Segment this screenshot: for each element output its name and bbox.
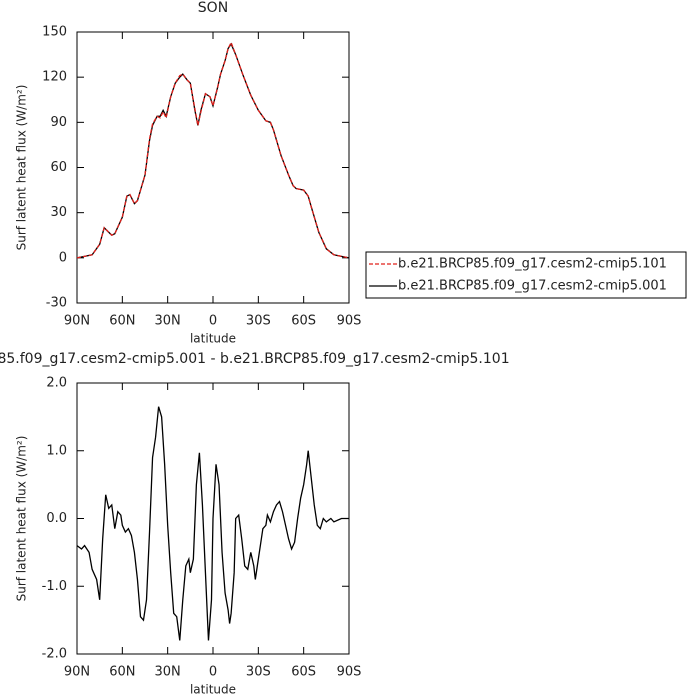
x-tick-label: 30N	[155, 314, 181, 329]
x-tick-label: 30S	[246, 314, 271, 329]
y-axis-label: Surf latent heat flux (W/m²)	[15, 436, 29, 602]
x-tick-label: 60N	[109, 314, 135, 329]
legend-box	[365, 251, 687, 299]
y-tick-label: -30	[46, 296, 67, 311]
x-tick-label: 30S	[246, 665, 271, 680]
y-tick-label: -2.0	[42, 647, 67, 662]
x-tick-label: 60N	[109, 665, 135, 680]
y-tick-label: 60	[50, 160, 67, 175]
x-tick-label: 90S	[337, 314, 362, 329]
x-tick-label: 60S	[291, 314, 316, 329]
y-axis-label: Surf latent heat flux (W/m²)	[15, 85, 29, 251]
y-tick-label: 0.0	[46, 511, 67, 526]
x-tick-label: 60S	[291, 665, 316, 680]
y-tick-label: 150	[42, 25, 67, 40]
y-tick-label: 1.0	[46, 443, 67, 458]
y-tick-label: 90	[50, 115, 67, 130]
y-tick-label: 30	[50, 205, 67, 220]
y-tick-label: 0	[59, 250, 67, 265]
x-axis-label: latitude	[190, 332, 236, 346]
chart-title: SON	[198, 0, 228, 16]
x-tick-label: 30N	[155, 665, 181, 680]
series-line	[76, 40, 350, 259]
y-tick-label: -1.0	[42, 579, 67, 594]
chart-title: b.e21.BRCP85.f09_g17.cesm2-cmip5.001 - b…	[0, 351, 510, 367]
x-tick-label: 90N	[64, 665, 90, 680]
x-axis-label: latitude	[190, 683, 236, 697]
x-tick-label: 90S	[337, 665, 362, 680]
x-tick-label: 0	[209, 665, 217, 680]
legend-label: b.e21.BRCP85.f09_g17.cesm2-cmip5.001	[398, 279, 667, 294]
plot-frame	[76, 31, 350, 304]
y-tick-label: 120	[42, 70, 67, 85]
y-tick-label: 2.0	[46, 376, 67, 391]
legend-label: b.e21.BRCP85.f09_g17.cesm2-cmip5.101	[398, 257, 667, 272]
series-line	[76, 406, 349, 641]
x-tick-label: 90N	[64, 314, 90, 329]
x-tick-label: 0	[209, 314, 217, 329]
